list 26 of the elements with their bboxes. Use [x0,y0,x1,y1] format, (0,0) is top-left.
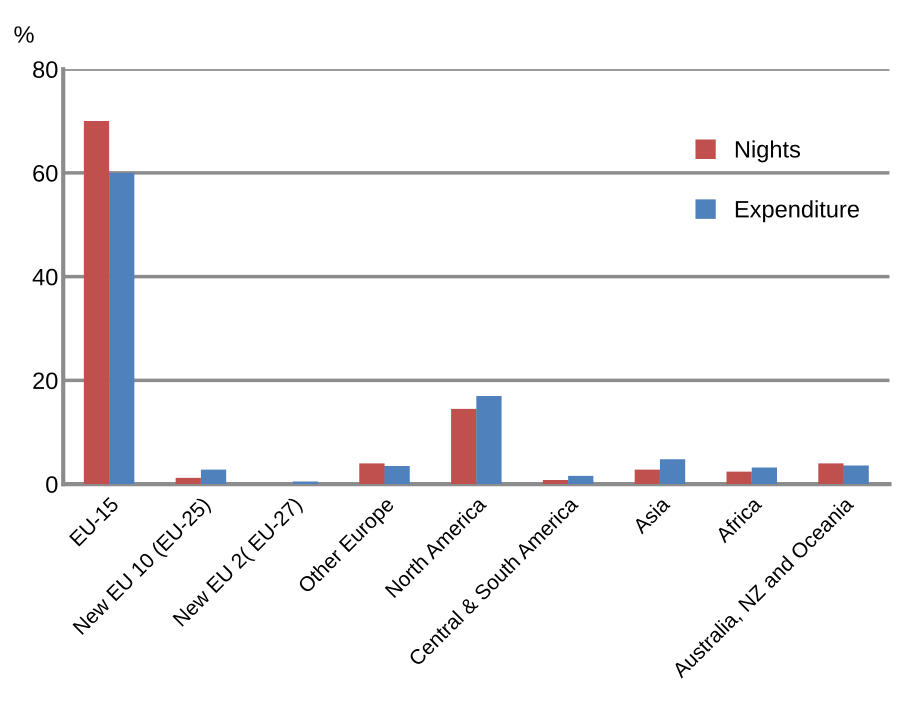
y-tick-label: 0 [46,476,58,493]
bar [660,459,686,484]
bar [200,470,226,484]
x-tick-label: Asia [631,495,671,535]
bar [726,472,752,484]
bar [476,396,502,484]
bar [176,478,201,484]
legend-label: Expenditure [736,200,859,222]
bar [752,468,777,484]
bar [451,408,476,484]
bar [292,482,318,484]
bar [384,466,410,484]
bar [359,463,385,484]
bar [568,476,594,484]
bar [84,121,110,484]
legend-label: Nights [736,140,800,162]
bar [109,172,134,484]
bar [818,463,844,484]
y-tick-label: 20 [33,372,58,390]
y-tick-label: 60 [33,164,58,182]
bar [542,480,568,484]
bar [844,465,869,484]
y-axis-title: % [14,26,34,43]
y-tick-label: 40 [32,268,58,286]
bar [634,470,660,484]
y-tick-label: 80 [33,61,58,78]
